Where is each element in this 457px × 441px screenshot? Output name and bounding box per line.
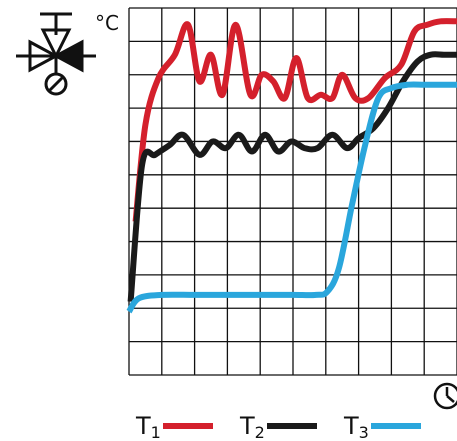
series-line-t3 bbox=[126, 81, 457, 314]
legend-label-t1: T1 bbox=[135, 412, 161, 441]
legend-label-t3: T3 bbox=[343, 412, 369, 441]
legend-label-t2: T2 bbox=[239, 412, 265, 441]
three-way-valve-icon bbox=[16, 12, 96, 96]
clock-icon bbox=[433, 382, 457, 410]
series-layer bbox=[126, 18, 457, 314]
series-line-t2 bbox=[127, 51, 457, 302]
y-axis-label: °C bbox=[95, 11, 119, 35]
legend: T1 T2 T3 bbox=[135, 412, 421, 441]
series-line-t1 bbox=[132, 18, 457, 222]
